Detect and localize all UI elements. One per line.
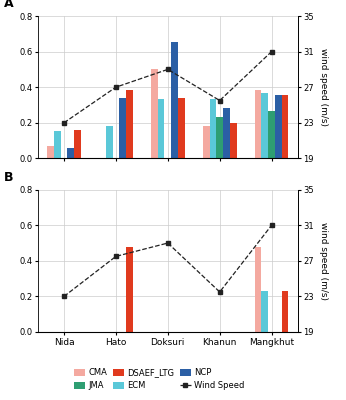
Bar: [67, 148, 74, 158]
Bar: [158, 99, 164, 158]
Bar: [210, 99, 216, 158]
Bar: [216, 116, 223, 158]
Bar: [223, 108, 230, 158]
Bar: [126, 90, 133, 158]
Bar: [54, 131, 61, 158]
Bar: [255, 90, 262, 158]
Bar: [268, 111, 275, 158]
Bar: [262, 93, 268, 158]
Text: B: B: [4, 171, 14, 184]
Y-axis label: wind speed (m/s): wind speed (m/s): [319, 222, 328, 300]
Bar: [126, 246, 133, 332]
Bar: [171, 42, 178, 158]
Bar: [275, 95, 282, 158]
Bar: [47, 146, 54, 158]
Bar: [178, 98, 185, 158]
Y-axis label: wind speed (m/s): wind speed (m/s): [319, 48, 328, 126]
Bar: [203, 126, 210, 158]
Bar: [230, 123, 237, 158]
Text: A: A: [4, 0, 14, 10]
Bar: [282, 95, 289, 158]
Bar: [74, 130, 81, 158]
Bar: [119, 98, 126, 158]
Legend: CMA, JMA, DSAEF_LTG, ECM, NCP, Wind Speed: CMA, JMA, DSAEF_LTG, ECM, NCP, Wind Spee…: [71, 365, 248, 394]
Bar: [255, 246, 262, 332]
Bar: [262, 291, 268, 332]
Bar: [106, 126, 112, 158]
Bar: [151, 69, 158, 158]
Bar: [282, 291, 289, 332]
